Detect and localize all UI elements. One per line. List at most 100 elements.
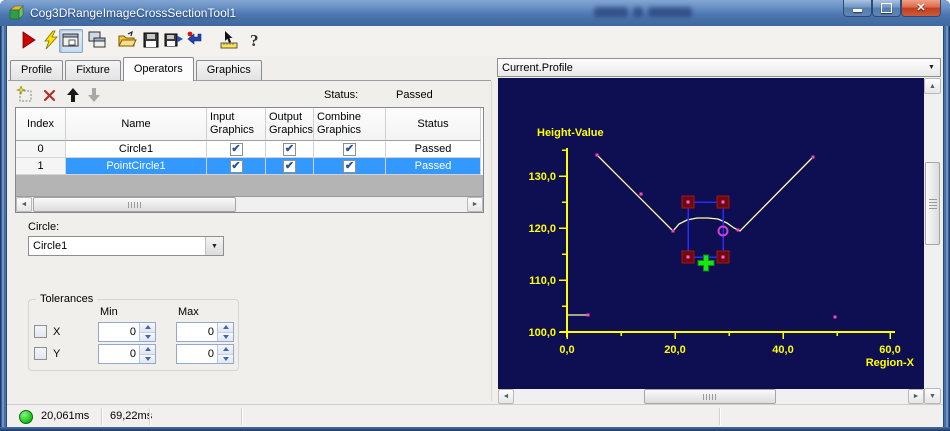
svg-text:40,0: 40,0 xyxy=(772,344,793,356)
checkbox-cell[interactable]: ✔ xyxy=(207,158,266,175)
status-bar: 20,061ms 69,22ms xyxy=(7,404,943,427)
float-tool-display-icon[interactable] xyxy=(87,30,107,50)
graphics-checkbox[interactable]: ✔ xyxy=(229,159,243,173)
minimize-button[interactable] xyxy=(843,0,872,17)
svg-text:120,0: 120,0 xyxy=(528,223,556,235)
column-header[interactable]: Output Graphics xyxy=(266,108,314,141)
table-horizontal-scrollbar[interactable]: ◄ ► xyxy=(16,197,483,212)
tolerance-y-checkbox[interactable] xyxy=(34,347,47,360)
tolerances-groupbox xyxy=(28,299,239,371)
move-down-icon[interactable] xyxy=(85,86,103,104)
graphics-checkbox[interactable]: ✔ xyxy=(343,142,356,156)
minimize-icon xyxy=(853,9,862,12)
spin-up-icon[interactable] xyxy=(218,345,233,355)
maximize-button[interactable] xyxy=(872,0,901,17)
table-row[interactable]: 0 Circle1 ✔ ✔ ✔ Passed xyxy=(16,141,483,158)
checkbox-cell[interactable]: ✔ xyxy=(314,158,386,175)
name-cell: PointCircle1 xyxy=(66,158,207,175)
operators-table: Index Name Input Graphics Output Graphics Co… xyxy=(15,107,484,213)
chart-vertical-scrollbar[interactable]: ▲ ▼ xyxy=(924,78,941,404)
status-indicator-icon xyxy=(19,410,33,424)
column-header[interactable]: Combine Graphics xyxy=(314,108,386,141)
chevron-down-icon[interactable]: ▼ xyxy=(928,64,935,71)
scrollbar-thumb[interactable] xyxy=(925,162,940,245)
svg-text:130,0: 130,0 xyxy=(528,171,556,183)
max-label: Max xyxy=(178,306,199,318)
checkbox-cell[interactable]: ✔ xyxy=(207,141,266,158)
electrode-ruler-icon[interactable] xyxy=(219,30,239,50)
delete-operator-icon[interactable] xyxy=(41,86,59,104)
graphics-checkbox[interactable]: ✔ xyxy=(229,142,243,156)
table-header: Index Name Input Graphics Output Graphics Co… xyxy=(16,108,483,141)
title-bar[interactable]: Cog3DRangeImageCrossSectionTool1 ✕ xyxy=(0,0,950,26)
svg-text:110,0: 110,0 xyxy=(529,275,556,287)
column-header[interactable]: Input Graphics xyxy=(207,108,266,141)
spin-up-icon[interactable] xyxy=(140,345,155,355)
profile-chart[interactable]: 130,0 120,0 110,0 100,0 0,0 20,0 40,0 60,0 Heigh… xyxy=(498,78,924,389)
svg-text:60,0: 60,0 xyxy=(879,344,900,356)
column-header[interactable]: Name xyxy=(66,108,207,141)
checkbox-cell[interactable]: ✔ xyxy=(314,141,386,158)
graphics-checkbox[interactable]: ✔ xyxy=(343,159,356,173)
spin-up-icon[interactable] xyxy=(140,323,155,333)
tab-graphics[interactable]: Graphics xyxy=(195,60,262,81)
spin-down-icon[interactable] xyxy=(218,354,233,363)
circle-combobox[interactable]: Circle1 ▼ xyxy=(28,236,224,256)
trigger-icon[interactable] xyxy=(41,30,61,50)
column-header[interactable]: Status xyxy=(386,108,481,141)
reset-icon[interactable] xyxy=(185,30,205,50)
tab-fixture[interactable]: Fixture xyxy=(65,60,121,81)
table-row[interactable]: 1 PointCircle1 ✔ ✔ ✔ Passed xyxy=(16,158,483,175)
add-operator-icon[interactable] xyxy=(16,86,34,104)
run-icon[interactable] xyxy=(19,30,39,50)
svg-text:Height-Value: Height-Value xyxy=(537,127,604,139)
status-cell: Passed xyxy=(386,141,481,158)
scroll-left-icon[interactable]: ◄ xyxy=(16,197,32,212)
svg-text:Region-X: Region-X xyxy=(866,357,915,369)
tolerance-y-min-stepper[interactable]: 0 xyxy=(98,344,156,364)
tolerance-x-max-stepper[interactable]: 0 xyxy=(176,322,234,342)
help-icon[interactable]: ? xyxy=(245,30,265,50)
scroll-up-icon[interactable]: ▲ xyxy=(924,78,941,94)
run-time: 20,061ms xyxy=(41,410,90,422)
tolerance-x-min-stepper[interactable]: 0 xyxy=(98,322,156,342)
scrollbar-thumb[interactable] xyxy=(644,389,776,404)
move-up-icon[interactable] xyxy=(64,86,82,104)
open-file-icon[interactable] xyxy=(117,30,137,50)
profile-selector-combobox[interactable]: Current.Profile ▼ xyxy=(497,58,941,77)
scroll-down-icon[interactable]: ▼ xyxy=(924,388,941,404)
window-border-bottom xyxy=(0,427,950,431)
spin-down-icon[interactable] xyxy=(218,332,233,341)
save-as-file-icon[interactable] xyxy=(163,30,183,50)
status-label: Status: xyxy=(324,89,359,101)
name-cell: Circle1 xyxy=(66,141,207,158)
tolerance-x-label: X xyxy=(53,326,61,338)
tolerance-y-max-value: 0 xyxy=(207,348,214,360)
tab-operators[interactable]: Operators xyxy=(122,57,194,81)
scrollbar-thumb[interactable] xyxy=(33,197,236,212)
show-tool-display-button[interactable] xyxy=(59,29,83,53)
chart-horizontal-scrollbar[interactable]: ◄ ► xyxy=(498,389,924,404)
scroll-left-icon[interactable]: ◄ xyxy=(498,389,514,404)
tolerance-x-max-value: 0 xyxy=(207,326,214,338)
checkbox-cell[interactable]: ✔ xyxy=(266,141,314,158)
svg-text:?: ? xyxy=(250,31,259,50)
spin-down-icon[interactable] xyxy=(140,332,155,341)
graphics-checkbox[interactable]: ✔ xyxy=(283,159,296,173)
graphics-checkbox[interactable]: ✔ xyxy=(283,142,296,156)
scroll-right-icon[interactable]: ► xyxy=(467,197,483,212)
column-header[interactable]: Index xyxy=(16,108,66,141)
tab-profile[interactable]: Profile xyxy=(10,60,64,81)
tolerance-y-max-stepper[interactable]: 0 xyxy=(176,344,234,364)
spin-down-icon[interactable] xyxy=(140,354,155,363)
window-border-right xyxy=(943,26,950,427)
save-file-icon[interactable] xyxy=(141,30,161,50)
spin-up-icon[interactable] xyxy=(218,323,233,333)
chevron-down-icon[interactable]: ▼ xyxy=(205,237,223,255)
scroll-right-icon[interactable]: ► xyxy=(908,389,924,404)
window-title: Cog3DRangeImageCrossSectionTool1 xyxy=(30,6,237,20)
window-border-left xyxy=(0,26,7,427)
checkbox-cell[interactable]: ✔ xyxy=(266,158,314,175)
close-button[interactable]: ✕ xyxy=(901,0,941,17)
tolerance-x-checkbox[interactable] xyxy=(34,325,47,338)
